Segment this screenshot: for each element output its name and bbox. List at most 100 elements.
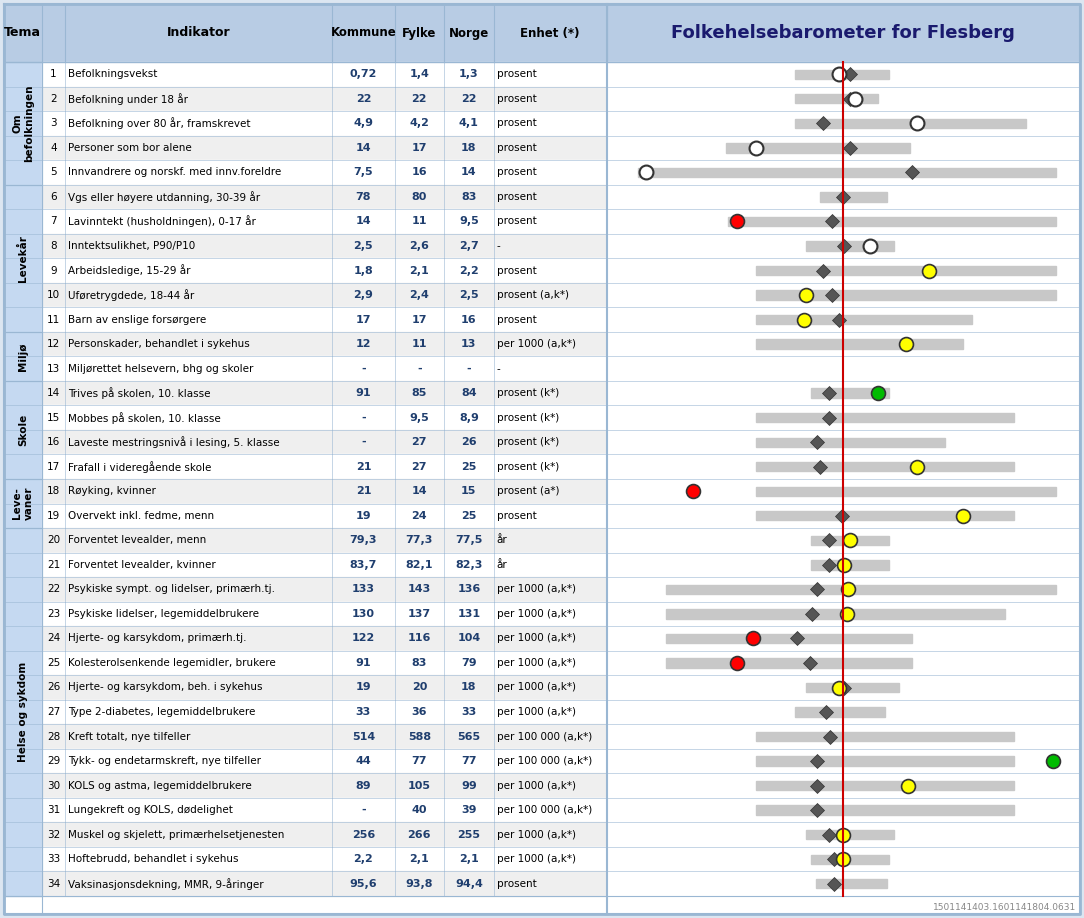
Polygon shape xyxy=(811,388,890,397)
Text: Fylke: Fylke xyxy=(402,27,437,39)
Polygon shape xyxy=(4,381,41,479)
Polygon shape xyxy=(607,258,1080,283)
Polygon shape xyxy=(811,560,890,569)
Text: Innvandrere og norskf. med innv.foreldre: Innvandrere og norskf. med innv.foreldre xyxy=(68,167,282,177)
Polygon shape xyxy=(607,479,1080,504)
Text: 8,9: 8,9 xyxy=(459,413,479,422)
Text: 2,1: 2,1 xyxy=(410,265,429,275)
Text: 256: 256 xyxy=(352,830,375,840)
Text: prosent: prosent xyxy=(496,217,537,227)
Polygon shape xyxy=(806,830,894,839)
Polygon shape xyxy=(41,700,607,724)
Polygon shape xyxy=(607,651,1080,676)
Text: 83,7: 83,7 xyxy=(350,560,377,570)
Text: prosent: prosent xyxy=(496,94,537,104)
Text: 27: 27 xyxy=(412,437,427,447)
Text: år: år xyxy=(496,535,507,545)
Text: 84: 84 xyxy=(461,388,477,398)
Text: 2,4: 2,4 xyxy=(410,290,429,300)
Text: Befolkning over 80 år, framskrevet: Befolkning over 80 år, framskrevet xyxy=(68,118,250,129)
Polygon shape xyxy=(4,528,41,896)
Polygon shape xyxy=(41,651,607,676)
Text: 4,9: 4,9 xyxy=(353,118,373,129)
Polygon shape xyxy=(756,805,1014,815)
Polygon shape xyxy=(41,847,607,871)
Text: 2,1: 2,1 xyxy=(459,855,479,864)
Text: Leve-
vaner: Leve- vaner xyxy=(12,487,34,521)
Polygon shape xyxy=(607,331,1080,356)
Text: 21: 21 xyxy=(47,560,60,570)
Polygon shape xyxy=(811,536,890,545)
Text: 2,2: 2,2 xyxy=(353,855,373,864)
Polygon shape xyxy=(806,683,899,692)
Text: -: - xyxy=(496,241,501,251)
Text: 80: 80 xyxy=(412,192,427,202)
Text: 25: 25 xyxy=(461,510,477,521)
Text: 16: 16 xyxy=(461,315,477,325)
Text: Frafall i videregående skole: Frafall i videregående skole xyxy=(68,461,211,473)
Polygon shape xyxy=(607,234,1080,258)
Polygon shape xyxy=(41,430,607,454)
Polygon shape xyxy=(607,626,1080,651)
Polygon shape xyxy=(41,553,607,577)
Text: Uføretrygdede, 18-44 år: Uføretrygdede, 18-44 år xyxy=(68,289,195,301)
Text: 133: 133 xyxy=(352,585,375,594)
Polygon shape xyxy=(795,95,878,104)
Text: 33: 33 xyxy=(47,855,60,864)
Text: 94,4: 94,4 xyxy=(455,879,482,889)
Text: prosent: prosent xyxy=(496,192,537,202)
Text: 11: 11 xyxy=(412,217,427,227)
Text: 4,1: 4,1 xyxy=(459,118,479,129)
Text: Kreft totalt, nye tilfeller: Kreft totalt, nye tilfeller xyxy=(68,732,191,742)
Text: 19: 19 xyxy=(356,682,371,692)
Polygon shape xyxy=(607,381,1080,406)
Polygon shape xyxy=(41,406,607,430)
Text: 16: 16 xyxy=(47,437,60,447)
Text: 18: 18 xyxy=(461,143,477,153)
Text: Arbeidsledige, 15-29 år: Arbeidsledige, 15-29 år xyxy=(68,264,191,276)
Polygon shape xyxy=(666,658,913,667)
Text: Trives på skolen, 10. klasse: Trives på skolen, 10. klasse xyxy=(68,387,210,399)
Polygon shape xyxy=(728,217,1056,226)
Text: 18: 18 xyxy=(461,682,477,692)
Text: 12: 12 xyxy=(47,339,60,349)
Text: per 100 000 (a,k*): per 100 000 (a,k*) xyxy=(496,732,592,742)
Polygon shape xyxy=(666,585,1056,594)
Polygon shape xyxy=(41,676,607,700)
Polygon shape xyxy=(41,871,607,896)
Polygon shape xyxy=(607,160,1080,185)
Text: prosent: prosent xyxy=(496,315,537,325)
Text: Personskader, behandlet i sykehus: Personskader, behandlet i sykehus xyxy=(68,339,250,349)
Polygon shape xyxy=(756,462,1014,472)
Polygon shape xyxy=(41,454,607,479)
Text: 2,6: 2,6 xyxy=(410,241,429,251)
Text: 15: 15 xyxy=(461,487,477,497)
Text: Helse og sykdom: Helse og sykdom xyxy=(17,662,28,762)
Text: Levekår: Levekår xyxy=(17,235,28,282)
Text: 22: 22 xyxy=(461,94,477,104)
Text: prosent (k*): prosent (k*) xyxy=(496,413,559,422)
Text: 13: 13 xyxy=(47,364,60,374)
Polygon shape xyxy=(607,356,1080,381)
Text: prosent: prosent xyxy=(496,118,537,129)
Polygon shape xyxy=(666,633,913,644)
Text: Befolkningsvekst: Befolkningsvekst xyxy=(68,69,157,79)
Text: Hoftebrudd, behandlet i sykehus: Hoftebrudd, behandlet i sykehus xyxy=(68,855,238,864)
Text: 16: 16 xyxy=(412,167,427,177)
Text: per 1000 (a,k*): per 1000 (a,k*) xyxy=(496,339,576,349)
Text: 83: 83 xyxy=(412,658,427,668)
Text: per 1000 (a,k*): per 1000 (a,k*) xyxy=(496,780,576,790)
Text: år: år xyxy=(496,560,507,570)
Polygon shape xyxy=(41,136,607,160)
Text: per 1000 (a,k*): per 1000 (a,k*) xyxy=(496,682,576,692)
Polygon shape xyxy=(41,479,607,504)
Polygon shape xyxy=(41,283,607,308)
Text: 137: 137 xyxy=(408,609,431,619)
Polygon shape xyxy=(41,62,607,86)
Text: 19: 19 xyxy=(47,510,60,521)
Polygon shape xyxy=(4,62,41,185)
Text: 2,2: 2,2 xyxy=(459,265,479,275)
Polygon shape xyxy=(638,168,1056,177)
Text: Miljørettet helsevern, bhg og skoler: Miljørettet helsevern, bhg og skoler xyxy=(68,364,254,374)
Text: Psykiske sympt. og lidelser, primærh.tj.: Psykiske sympt. og lidelser, primærh.tj. xyxy=(68,585,275,594)
